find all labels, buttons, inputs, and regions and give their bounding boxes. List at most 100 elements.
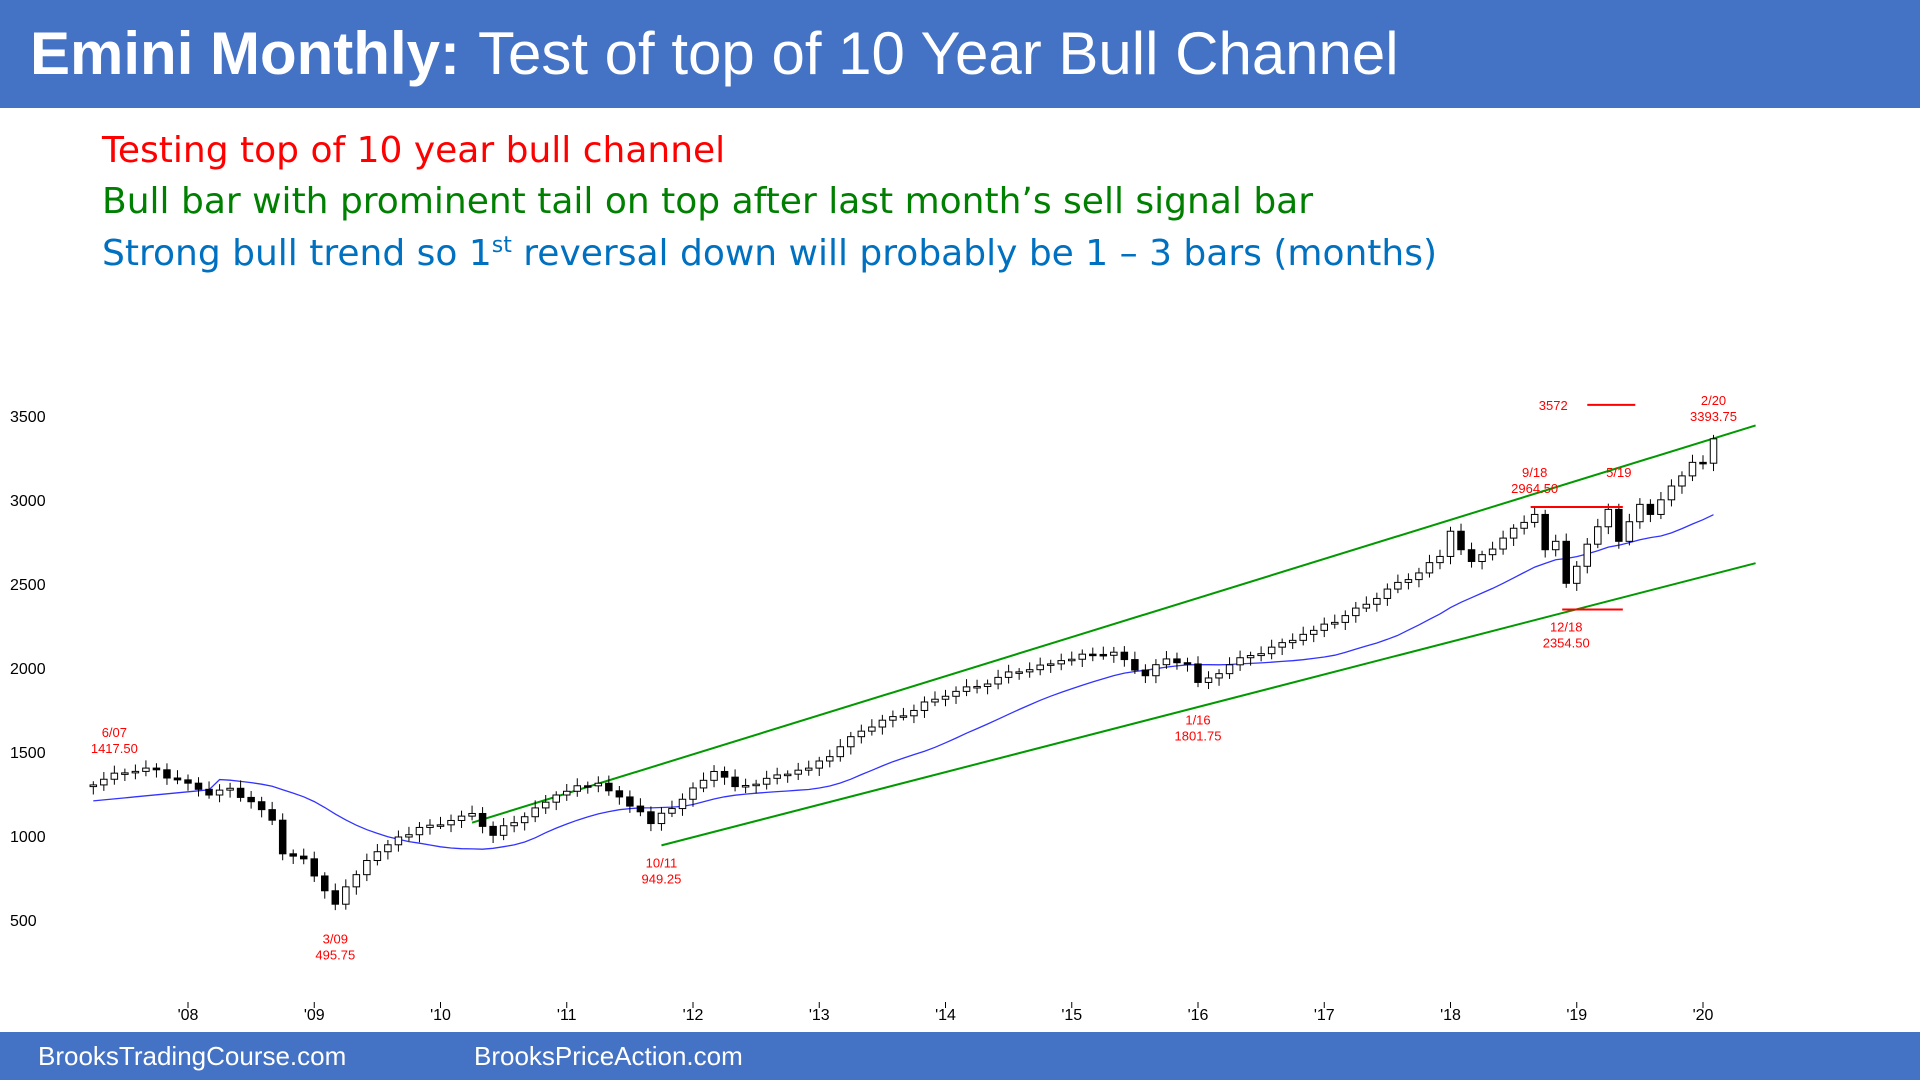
bear-candle [1194, 663, 1202, 683]
bear-candle [605, 782, 613, 792]
bullet-3-sup: st [491, 233, 512, 258]
bull-candle [752, 783, 760, 787]
annotation-price: 1417.50 [91, 741, 138, 756]
bull-candle [468, 812, 476, 817]
bull-candle [1688, 461, 1697, 477]
bull-candle [100, 778, 108, 786]
bull-candle [1678, 475, 1686, 487]
bull-candle [910, 709, 918, 717]
y-tick-label: 2000 [10, 661, 46, 678]
bull-candle [215, 789, 224, 796]
y-tick-label: 3500 [10, 409, 46, 426]
bull-candle [773, 774, 781, 779]
bull-candle [1488, 548, 1497, 556]
bullet-3-pre: Strong bull trend so 1 [102, 233, 492, 274]
bull-candle [373, 851, 382, 862]
bull-candle [89, 784, 98, 788]
bull-candle [447, 819, 455, 826]
bear-candle [299, 855, 308, 860]
bull-candle [1162, 658, 1171, 666]
x-tick-label: '12 [683, 1007, 704, 1024]
bull-candle [962, 686, 971, 692]
bear-candle [1099, 653, 1108, 657]
bull-candle [868, 726, 876, 732]
bullet-3: Strong bull trend so 1st reversal down w… [102, 233, 1437, 274]
bull-candle [1583, 543, 1592, 567]
bear-candle [173, 777, 182, 781]
candles [89, 434, 1718, 911]
bull-candle [541, 801, 550, 809]
bull-candle [836, 746, 845, 758]
monthly-candlestick-chart: 500 1000 1500 2000 2500 3000 3500 '08 '09 '10 '11… [10, 393, 1756, 1024]
bear-candle [731, 776, 739, 788]
bear-candle [1699, 461, 1707, 465]
x-tick-label: '11 [557, 1007, 577, 1024]
bull-candle [847, 736, 855, 748]
bull-candle [1204, 677, 1213, 683]
bull-candle [1425, 562, 1434, 574]
bull-candle [1225, 664, 1234, 675]
bull-candle [1573, 565, 1581, 584]
bear-candle [1089, 653, 1097, 657]
bull-candle [741, 785, 750, 788]
bull-candle [1509, 527, 1518, 539]
bear-candle [1615, 508, 1623, 542]
bull-candle [1594, 526, 1602, 545]
bull-candle [499, 825, 508, 836]
title-bar: Emini Monthly: Test of top of 10 Year Bul… [0, 0, 1920, 108]
bull-candle [1078, 653, 1087, 660]
bear-candle [163, 769, 171, 779]
bear-candle [268, 809, 276, 821]
footer-link-left[interactable]: BrooksTradingCourse.com [38, 1041, 347, 1071]
bull-candle [594, 782, 603, 787]
bull-candle [826, 756, 834, 762]
bull-candle [531, 807, 539, 818]
bear-candle [310, 858, 318, 877]
bull-candle [1394, 581, 1402, 590]
bull-candle [1499, 537, 1507, 550]
bull-candle [657, 812, 666, 825]
bear-candle [1457, 530, 1465, 551]
bull-candle [973, 685, 981, 689]
annotation-date: 2/20 [1701, 393, 1726, 408]
x-tick-label: '18 [1440, 1007, 1461, 1024]
bull-candle [552, 794, 560, 803]
bear-candle [489, 825, 497, 836]
bull-candle [131, 770, 140, 774]
bull-candle [1267, 646, 1276, 655]
bull-candle [1383, 588, 1392, 599]
bull-candle [1215, 673, 1223, 679]
annotation-date: 5/19 [1606, 465, 1631, 480]
bear-candle [205, 788, 213, 796]
bull-candle [889, 716, 897, 721]
annotation-date: 1/16 [1185, 712, 1210, 727]
annotation-price: 2354.50 [1543, 635, 1590, 650]
bear-candle [194, 782, 203, 790]
channel-bottom-line [661, 562, 1756, 847]
bull-candle [1152, 664, 1160, 677]
annotation-price: 2964.50 [1511, 481, 1558, 496]
bull-candle [573, 785, 582, 792]
bullet-1: Testing top of 10 year bull channel [102, 130, 726, 171]
bull-candle [1046, 663, 1055, 666]
bull-candle [415, 826, 424, 836]
y-tick-label: 1000 [10, 829, 46, 846]
footer-bar: BrooksTradingCourse.com BrooksPriceActio… [0, 1032, 1920, 1080]
y-tick-label: 3000 [10, 493, 46, 510]
bull-candle [1625, 521, 1634, 542]
bull-candle [1436, 555, 1444, 564]
bull-candle [878, 719, 887, 728]
x-tick-label: '10 [430, 1007, 451, 1024]
bullet-3-post: reversal down will probably be 1 – 3 bar… [511, 233, 1438, 274]
bear-candle [289, 853, 297, 857]
bull-candle [1551, 540, 1560, 551]
bear-candle [615, 790, 624, 798]
bull-candle [1373, 597, 1381, 605]
bull-candle [899, 715, 908, 718]
bull-candle [941, 695, 950, 700]
bear-candle [278, 819, 287, 855]
footer-link-right[interactable]: BrooksPriceAction.com [474, 1041, 743, 1071]
bull-candle [857, 730, 866, 738]
bull-candle [384, 844, 392, 853]
bull-candle [1004, 671, 1013, 678]
